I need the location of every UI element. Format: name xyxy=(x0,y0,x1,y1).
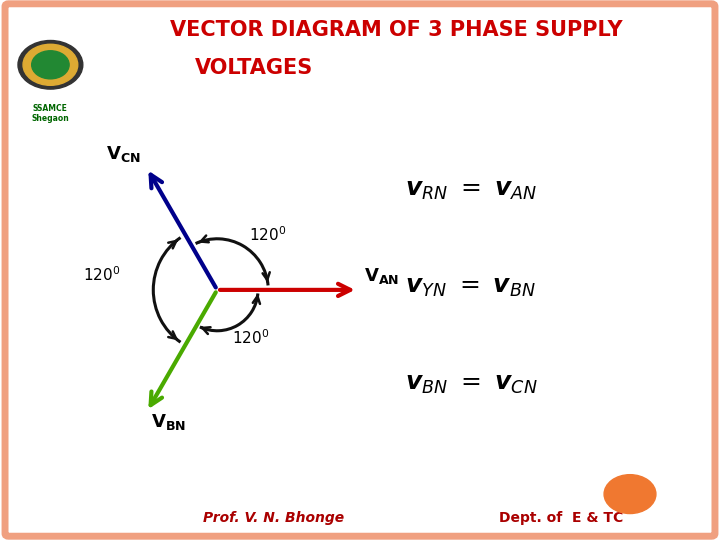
Text: $\boldsymbol{v}_{BN}\ =\ \boldsymbol{v}_{CN}$: $\boldsymbol{v}_{BN}\ =\ \boldsymbol{v}_… xyxy=(405,373,537,396)
Text: Dept. of  E & TC: Dept. of E & TC xyxy=(500,511,624,525)
Text: SSAMCE
Shegaon: SSAMCE Shegaon xyxy=(32,104,69,123)
Text: VECTOR DIAGRAM OF 3 PHASE SUPPLY: VECTOR DIAGRAM OF 3 PHASE SUPPLY xyxy=(170,19,622,40)
Text: Prof. V. N. Bhonge: Prof. V. N. Bhonge xyxy=(203,511,344,525)
Text: VOLTAGES: VOLTAGES xyxy=(194,57,312,78)
Text: $\mathbf{V_{CN}}$: $\mathbf{V_{CN}}$ xyxy=(106,144,140,164)
Text: $\mathbf{V_{AN}}$: $\mathbf{V_{AN}}$ xyxy=(364,266,400,286)
Text: $\mathbf{V_{BN}}$: $\mathbf{V_{BN}}$ xyxy=(150,412,186,432)
Text: $120^0$: $120^0$ xyxy=(233,328,270,347)
Text: $120^0$: $120^0$ xyxy=(83,265,120,284)
Text: $\boldsymbol{v}_{RN}\ =\ \boldsymbol{v}_{AN}$: $\boldsymbol{v}_{RN}\ =\ \boldsymbol{v}_… xyxy=(405,179,537,201)
Text: $120^0$: $120^0$ xyxy=(249,226,287,244)
Text: $\boldsymbol{v}_{YN}\ =\ \boldsymbol{v}_{BN}$: $\boldsymbol{v}_{YN}\ =\ \boldsymbol{v}_… xyxy=(405,276,536,299)
